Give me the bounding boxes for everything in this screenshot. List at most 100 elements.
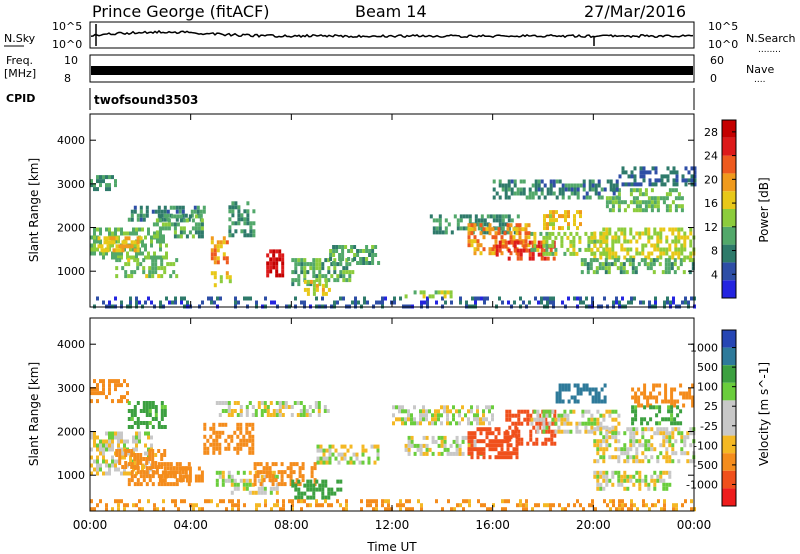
scatter-cell	[333, 300, 336, 305]
scatter-cell	[593, 459, 597, 464]
scatter-cell	[157, 205, 161, 210]
scatter-cell	[133, 457, 137, 461]
scatter-cell	[291, 270, 295, 275]
scatter-cell	[542, 239, 546, 244]
scatter-cell	[319, 448, 323, 453]
scatter-cell	[142, 217, 146, 222]
scatter-cell	[138, 227, 141, 232]
scatter-cell	[633, 296, 636, 301]
scatter-cell	[545, 239, 549, 244]
scatter-cell	[647, 443, 651, 448]
scatter-cell	[546, 226, 549, 231]
scatter-cell	[659, 227, 663, 232]
scatter-cell	[570, 395, 574, 400]
scatter-cell	[548, 235, 552, 240]
scatter-cell	[530, 231, 534, 236]
scatter-cell	[521, 227, 525, 232]
scatter-cell	[492, 218, 496, 223]
scatter-cell	[410, 421, 413, 426]
scatter-cell	[328, 460, 332, 465]
scatter-cell	[641, 251, 645, 256]
scatter-cell	[312, 270, 316, 275]
y-tick-label: 1000	[57, 265, 85, 278]
scatter-cell	[329, 249, 333, 253]
scatter-cell	[120, 447, 123, 452]
scatter-cell	[221, 478, 225, 483]
scatter-cell	[467, 439, 471, 444]
scatter-cell	[133, 409, 137, 413]
scatter-cell	[650, 235, 654, 240]
scatter-cell	[201, 507, 204, 512]
scatter-cell	[336, 487, 340, 492]
scatter-cell	[480, 503, 483, 508]
scatter-cell	[130, 217, 134, 222]
scatter-cell	[321, 291, 325, 296]
scatter-cell	[500, 455, 504, 460]
scatter-cell	[96, 179, 99, 184]
scatter-cell	[624, 182, 628, 187]
scatter-cell	[155, 218, 159, 223]
scatter-cell	[93, 231, 96, 236]
scatter-cell	[129, 247, 132, 252]
scatter-cell	[670, 417, 674, 422]
scatter-cell	[354, 296, 357, 301]
scatter-cell	[213, 275, 217, 280]
scatter-cell	[342, 507, 345, 512]
scatter-cell	[295, 478, 299, 483]
scatter-cell	[105, 447, 108, 452]
scatter-cell	[691, 383, 695, 388]
nave-tick-top: 60	[710, 54, 724, 67]
scatter-cell	[687, 170, 691, 175]
scatter-cell	[654, 503, 657, 508]
scatter-cell	[522, 179, 526, 184]
scatter-cell	[342, 296, 345, 301]
scatter-cell	[644, 192, 648, 197]
scatter-cell	[653, 231, 657, 236]
scatter-cell	[345, 503, 348, 508]
scatter-cell	[275, 257, 279, 262]
scatter-cell	[644, 188, 648, 193]
scatter-cell	[266, 409, 270, 413]
scatter-cell	[127, 236, 131, 241]
scatter-cell	[488, 421, 491, 426]
scatter-cell	[680, 204, 684, 209]
scatter-cell	[158, 474, 162, 479]
scatter-cell	[688, 258, 692, 263]
scatter-cell	[522, 507, 525, 512]
scatter-cell	[90, 179, 93, 184]
scatter-cell	[303, 270, 307, 275]
scatter-cell	[584, 421, 588, 426]
scatter-cell	[656, 243, 660, 248]
scatter-cell	[638, 251, 642, 256]
colorbar-tick-label: -500	[693, 459, 718, 472]
scatter-cell	[142, 266, 146, 271]
scatter-cell	[488, 443, 492, 448]
scatter-cell	[570, 191, 574, 196]
scatter-cell	[608, 455, 612, 460]
scatter-cell	[135, 243, 138, 248]
scatter-cell	[485, 431, 489, 436]
scatter-cell	[525, 503, 528, 508]
scatter-cell	[629, 478, 633, 483]
scatter-cell	[522, 300, 525, 305]
colorbar-tick-label: 100	[697, 381, 718, 394]
scatter-cell	[549, 191, 553, 196]
scatter-cell	[609, 499, 612, 504]
scatter-cell	[658, 409, 662, 414]
scatter-cell	[645, 503, 648, 508]
scatter-cell	[488, 447, 492, 452]
scatter-cell	[596, 470, 600, 475]
scatter-cell	[611, 482, 615, 487]
scatter-cell	[139, 461, 143, 465]
scatter-cell	[120, 399, 123, 404]
scatter-cell	[407, 435, 411, 440]
scatter-cell	[500, 451, 504, 456]
scatter-cell	[301, 466, 305, 471]
scatter-cell	[527, 243, 531, 248]
scatter-cell	[242, 470, 246, 475]
scatter-cell	[275, 261, 279, 266]
scatter-cell	[330, 274, 334, 279]
cpid-panel: CPID twofsound 3503	[6, 88, 695, 110]
scatter-cell	[129, 459, 132, 464]
noise-ytick-top: 10^5	[52, 20, 82, 33]
